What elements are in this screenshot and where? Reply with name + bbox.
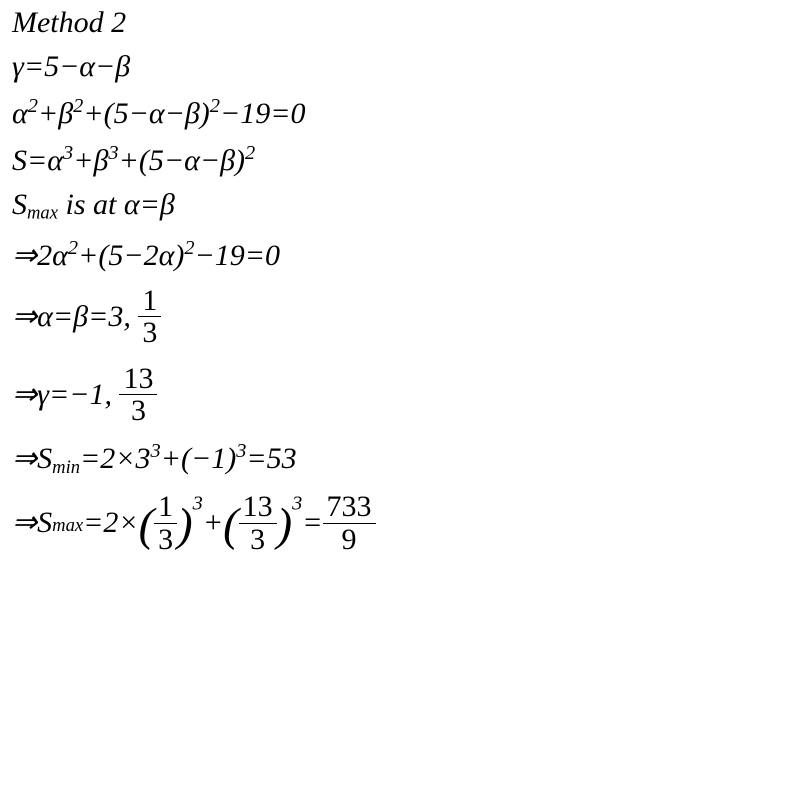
plus: + [203, 506, 223, 539]
exp-2f: 2 [184, 237, 194, 259]
num-1: 1 [138, 285, 161, 318]
text-is-at: is at α=β [58, 188, 175, 221]
den-3d: 3 [239, 524, 277, 556]
lparen-2: ( [223, 505, 239, 547]
frac-13-3: 133 [119, 363, 157, 427]
exp-2d: 2 [245, 142, 255, 164]
rparen-1: ) [177, 505, 193, 547]
eq-implies-quadratic: ⇒2α2+(5−2α)2−19=0 [12, 238, 788, 271]
term-beta: β [58, 97, 73, 130]
plus-1: + [38, 97, 58, 130]
eq-smin: ⇒Smin=2×33+(−1)3=53 [12, 441, 788, 477]
exp-3f: 3 [292, 493, 302, 515]
exp-3e: 3 [193, 493, 203, 515]
exp-2a: 2 [28, 95, 38, 117]
den-3: 3 [138, 317, 161, 349]
plus-beta: +β [73, 144, 108, 177]
eq-sign: = [302, 506, 322, 539]
mid-2x: =2× [83, 506, 139, 539]
eq-alpha: =α [27, 144, 63, 177]
lparen-1: ( [139, 505, 155, 547]
heading-method: Method 2 [12, 8, 788, 38]
eq-alpha-beta-values: ⇒α=β=3, 13 [12, 285, 788, 349]
frac-1-3b: 13 [154, 491, 177, 555]
frac-1-3: 13 [138, 285, 161, 349]
frac-13-3b: 133 [239, 491, 277, 555]
arrow-2alpha: ⇒2α [12, 239, 68, 272]
plus-paren: +(5−α−β) [119, 144, 245, 177]
term-paren: +(5−α−β) [83, 97, 209, 130]
rparen-2: ) [277, 505, 293, 547]
sub-max: max [27, 203, 58, 224]
mid-2x3: =2×3 [80, 442, 151, 475]
frac-733-9: 7339 [323, 491, 376, 555]
exp-3a: 3 [63, 142, 73, 164]
eq-gamma-def: γ=5−α−β [12, 52, 788, 82]
tail-53: =53 [246, 442, 296, 475]
num-733: 733 [323, 491, 376, 524]
num-13: 13 [119, 363, 157, 396]
eq-s-def: S=α3+β3+(5−α−β)2 [12, 143, 788, 176]
num-13b: 13 [239, 491, 277, 524]
arrow-s2: ⇒S [12, 506, 52, 539]
exp-2e: 2 [68, 237, 78, 259]
term-alpha: α [12, 97, 28, 130]
arrow-ab: ⇒α=β=3, [12, 300, 138, 333]
sub-max2: max [52, 515, 83, 536]
exp-3b: 3 [108, 142, 118, 164]
den-9: 9 [323, 524, 376, 556]
exp-3d: 3 [236, 440, 246, 462]
exp-3c: 3 [151, 440, 161, 462]
tail-eq0: −19=0 [220, 97, 306, 130]
tail-eq0b: −19=0 [195, 239, 281, 272]
var-s: S [12, 144, 27, 177]
plus-neg1: +(−1) [161, 442, 236, 475]
var-s2: S [12, 188, 27, 221]
exp-2b: 2 [73, 95, 83, 117]
exp-2c: 2 [210, 95, 220, 117]
sub-min: min [52, 457, 80, 478]
num-1b: 1 [154, 491, 177, 524]
den-3c: 3 [154, 524, 177, 556]
arrow-gamma: ⇒γ=−1, [12, 378, 119, 411]
den-3b: 3 [119, 395, 157, 427]
text-smax-condition: Smax is at α=β [12, 190, 788, 223]
eq-gamma-values: ⇒γ=−1, 133 [12, 363, 788, 427]
eq-constraint: α2+β2+(5−α−β)2−19=0 [12, 96, 788, 129]
eq-smax: ⇒Smax=2×(13)3+(133)3=7339 [12, 491, 788, 555]
mid-paren: +(5−2α) [78, 239, 184, 272]
arrow-s: ⇒S [12, 442, 52, 475]
